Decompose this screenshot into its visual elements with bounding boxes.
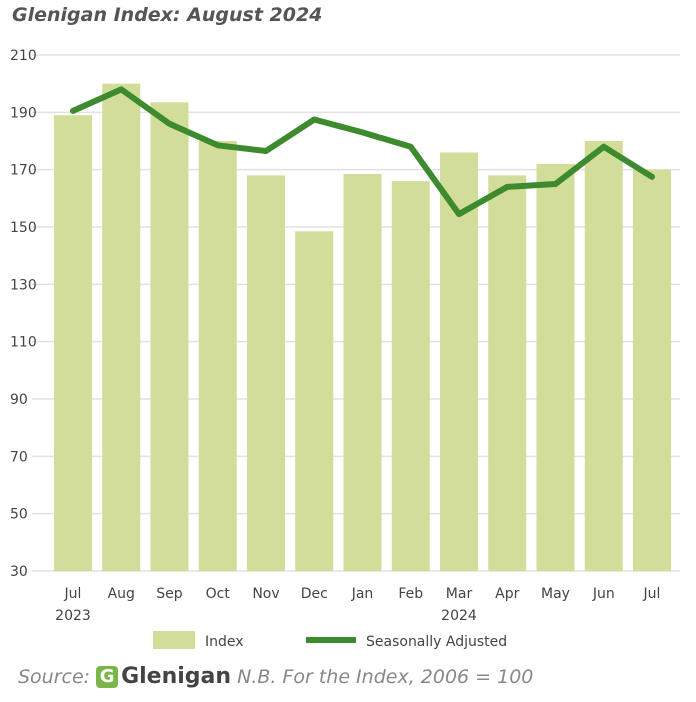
chart-title: Glenigan Index: August 2024 [12,4,323,26]
x-tick-label: Jun [592,586,615,602]
y-tick-label: 150 [10,220,37,236]
bar-apr [488,175,527,571]
x-tick-label: Sep [156,586,183,602]
bar-jun [584,141,623,571]
bar-jan [343,173,382,571]
bar-may [536,163,575,571]
x-year-label: 2024 [441,608,477,624]
bar-jul [633,169,671,571]
y-tick-label: 90 [10,392,28,408]
y-tick-label: 170 [10,163,37,179]
source-note: N.B. For the Index, 2006 = 100 [237,665,534,688]
bar-mar [440,152,478,571]
bar-nov [247,175,285,571]
x-tick-label: Oct [206,586,231,602]
x-tick-label: Aug [108,586,135,602]
glenigan-logo: G Glenigan [96,664,231,689]
x-tick-label: Nov [252,586,279,602]
bar-feb [391,181,430,571]
x-year-label: 2023 [55,608,91,624]
x-tick-label: Jul [64,586,82,602]
y-tick-label: 110 [10,335,37,351]
legend-index-swatch [153,631,195,649]
x-tick-label: Jul [643,586,661,602]
x-tick-label: Jan [351,586,374,602]
bar-aug [102,83,141,572]
bar-dec [295,231,334,572]
source-line: Source: G Glenigan N.B. For the Index, 2… [18,664,533,689]
y-tick-label: 70 [10,449,28,465]
x-tick-label: Dec [301,586,328,602]
y-tick-label: 130 [10,277,37,293]
x-tick-label: Apr [495,586,519,602]
y-tick-label: 50 [10,507,28,523]
bar-oct [198,141,237,571]
x-tick-label: Mar [446,586,473,602]
chart: 30 50 70 90 110 130 150 170 190 210 Jul 2023 Aug Sep O… [10,48,680,650]
glenigan-logo-icon: G [96,665,119,688]
source-label: Source: [18,665,91,688]
y-tick-label: 30 [10,564,28,580]
bar-sep [150,102,189,572]
legend-seasonally-adjusted-label: Seasonally Adjusted [366,634,507,650]
x-tick-label: Feb [398,586,423,602]
legend-index-label: Index [205,634,244,650]
y-tick-label: 190 [10,105,37,121]
y-tick-label: 210 [10,48,37,64]
bar-jul [54,115,92,571]
x-tick-label: May [541,586,570,602]
seasonally-adjusted-line [70,86,655,218]
brand-name: Glenigan [121,664,232,689]
